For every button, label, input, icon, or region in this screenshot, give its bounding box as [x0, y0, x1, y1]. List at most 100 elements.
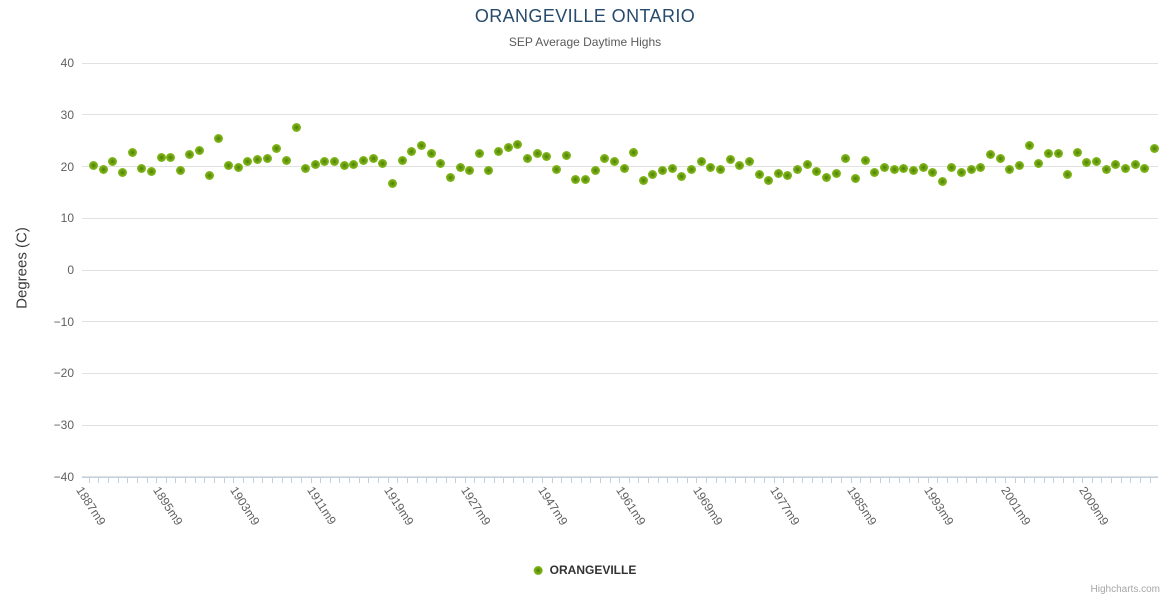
data-point-marker[interactable] — [513, 140, 523, 150]
data-point-marker[interactable] — [783, 171, 793, 181]
data-point-marker[interactable] — [1111, 159, 1121, 169]
data-point-marker[interactable] — [117, 167, 127, 177]
data-point-marker[interactable] — [416, 140, 426, 150]
data-point-marker[interactable] — [764, 176, 774, 186]
data-point-marker[interactable] — [542, 151, 552, 161]
data-point-marker[interactable] — [928, 167, 938, 177]
data-point-marker[interactable] — [648, 170, 658, 180]
data-point-marker[interactable] — [677, 172, 687, 182]
data-point-marker[interactable] — [156, 152, 166, 162]
data-point-marker[interactable] — [580, 174, 590, 184]
data-point-marker[interactable] — [195, 146, 205, 156]
data-point-marker[interactable] — [310, 160, 320, 170]
data-point-marker[interactable] — [802, 159, 812, 169]
data-point-marker[interactable] — [667, 164, 677, 174]
data-point-marker[interactable] — [330, 156, 340, 166]
data-point-marker[interactable] — [262, 153, 272, 163]
data-point-marker[interactable] — [812, 167, 822, 177]
data-point-marker[interactable] — [870, 167, 880, 177]
data-point-marker[interactable] — [715, 165, 725, 175]
data-point-marker[interactable] — [407, 146, 417, 156]
data-point-marker[interactable] — [474, 149, 484, 159]
data-point-marker[interactable] — [484, 166, 494, 176]
data-point-marker[interactable] — [995, 154, 1005, 164]
data-point-marker[interactable] — [494, 147, 504, 157]
data-point-marker[interactable] — [98, 165, 108, 175]
data-point-marker[interactable] — [860, 155, 870, 165]
data-point-marker[interactable] — [532, 148, 542, 158]
data-point-marker[interactable] — [571, 174, 581, 184]
data-point-marker[interactable] — [600, 153, 610, 163]
data-point-marker[interactable] — [754, 170, 764, 180]
data-point-marker[interactable] — [388, 178, 397, 188]
data-point-marker[interactable] — [687, 165, 697, 175]
data-point-marker[interactable] — [378, 159, 388, 169]
data-point-marker[interactable] — [1130, 160, 1140, 170]
data-point-marker[interactable] — [918, 163, 928, 173]
data-point-marker[interactable] — [137, 163, 147, 173]
data-point-marker[interactable] — [937, 177, 947, 187]
data-point-marker[interactable] — [233, 163, 243, 173]
data-point-marker[interactable] — [445, 173, 455, 182]
data-point-marker[interactable] — [551, 164, 561, 174]
data-point-marker[interactable] — [1121, 163, 1131, 173]
data-point-marker[interactable] — [1063, 169, 1073, 179]
data-point-marker[interactable] — [185, 150, 195, 160]
data-point-marker[interactable] — [1014, 160, 1024, 170]
data-point-marker[interactable] — [744, 156, 754, 166]
data-point-marker[interactable] — [523, 154, 533, 164]
data-point-marker[interactable] — [889, 165, 899, 175]
data-point-marker[interactable] — [619, 164, 629, 174]
data-point-marker[interactable] — [1043, 148, 1053, 158]
data-point-marker[interactable] — [590, 166, 600, 176]
data-point-marker[interactable] — [281, 155, 291, 165]
data-point-marker[interactable] — [503, 142, 513, 152]
data-point-marker[interactable] — [1150, 144, 1159, 154]
data-point-marker[interactable] — [368, 153, 378, 163]
data-point-marker[interactable] — [1053, 148, 1063, 158]
data-point-marker[interactable] — [252, 154, 262, 164]
data-point-marker[interactable] — [301, 164, 311, 174]
data-point-marker[interactable] — [957, 167, 967, 177]
data-point-marker[interactable] — [166, 152, 176, 162]
data-point-marker[interactable] — [127, 148, 137, 158]
data-point-marker[interactable] — [850, 173, 860, 183]
data-point-marker[interactable] — [947, 162, 957, 172]
data-point-marker[interactable] — [638, 175, 648, 185]
data-point-marker[interactable] — [1005, 165, 1015, 175]
data-point-marker[interactable] — [793, 165, 803, 175]
data-point-marker[interactable] — [773, 169, 783, 179]
data-point-marker[interactable] — [204, 171, 214, 181]
data-point-marker[interactable] — [320, 157, 330, 167]
data-point-marker[interactable] — [1092, 156, 1102, 166]
data-point-marker[interactable] — [465, 166, 475, 176]
data-point-marker[interactable] — [706, 163, 716, 173]
data-point-marker[interactable] — [899, 163, 909, 173]
data-point-marker[interactable] — [609, 157, 619, 167]
data-point-marker[interactable] — [291, 123, 301, 133]
data-point-marker[interactable] — [1101, 164, 1111, 174]
data-point-marker[interactable] — [426, 149, 436, 159]
data-point-marker[interactable] — [272, 143, 282, 153]
data-point-marker[interactable] — [455, 162, 465, 172]
data-point-marker[interactable] — [1024, 141, 1034, 151]
data-point-marker[interactable] — [359, 155, 369, 165]
data-point-marker[interactable] — [214, 134, 224, 144]
data-point-marker[interactable] — [224, 160, 234, 170]
data-point-marker[interactable] — [339, 161, 349, 171]
data-point-marker[interactable] — [696, 156, 706, 166]
data-point-marker[interactable] — [841, 154, 851, 164]
data-point-marker[interactable] — [1072, 148, 1082, 158]
legend-item-orangeville[interactable]: ORANGEVILLE — [533, 563, 636, 577]
data-point-marker[interactable] — [831, 169, 841, 179]
data-point-marker[interactable] — [976, 162, 986, 172]
data-point-marker[interactable] — [658, 166, 668, 176]
data-point-marker[interactable] — [108, 156, 118, 166]
data-point-marker[interactable] — [561, 151, 571, 161]
data-point-marker[interactable] — [725, 154, 735, 164]
data-point-marker[interactable] — [1034, 158, 1044, 168]
highcharts-credits-link[interactable]: Highcharts.com — [1090, 584, 1160, 595]
data-point-marker[interactable] — [89, 161, 98, 171]
data-point-marker[interactable] — [735, 160, 745, 170]
data-point-marker[interactable] — [146, 167, 156, 177]
